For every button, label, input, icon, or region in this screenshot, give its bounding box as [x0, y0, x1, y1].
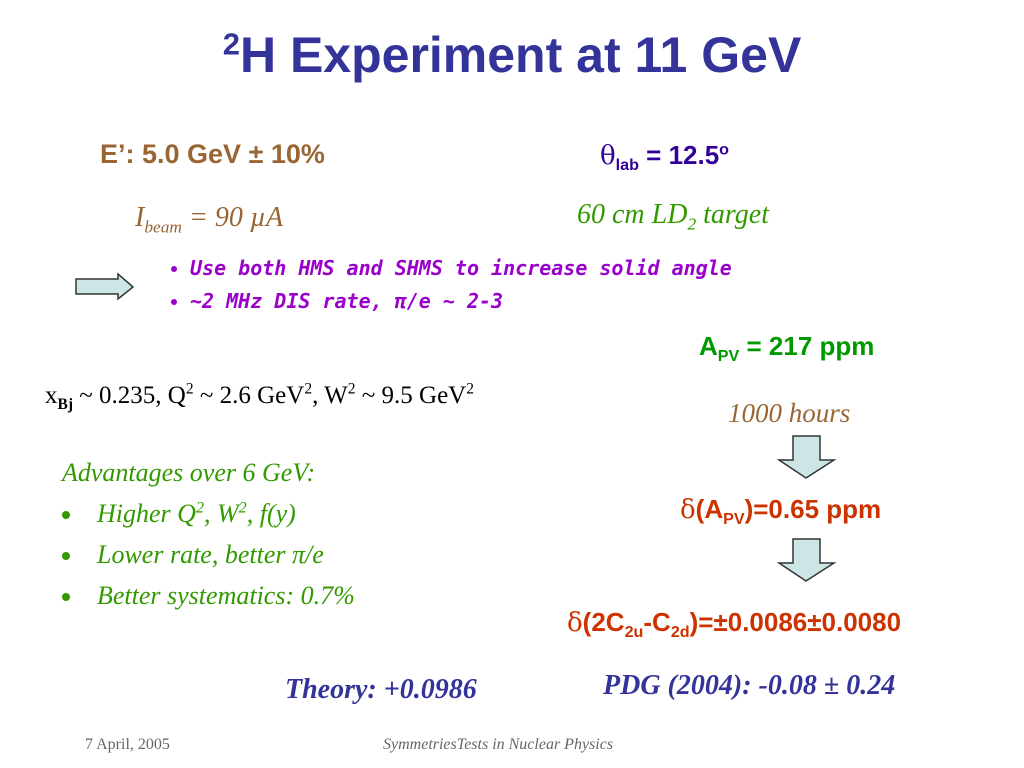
- down-arrow: [776, 435, 837, 479]
- symbol: δ: [567, 608, 583, 638]
- footer-event: SymmetriesTests in Nuclear Physics: [383, 736, 614, 753]
- symbol: δ: [680, 495, 696, 525]
- asymmetry-error: δ(APV)=0.65 ppm: [680, 494, 882, 527]
- sup: 2: [238, 499, 247, 517]
- sup: 2: [195, 499, 204, 517]
- sub: 2: [687, 214, 697, 234]
- sub: PV: [717, 347, 740, 366]
- text: )=0.65 ppm: [744, 494, 882, 524]
- text: , W: [204, 499, 239, 528]
- target: 60 cm LD2 target: [577, 199, 769, 233]
- text: -C: [643, 607, 671, 637]
- duration: 1000 hours: [728, 398, 851, 428]
- sub: 2u: [624, 623, 644, 642]
- bullet: ~2 MHz DIS rate, π/e ~ 2-3: [190, 289, 732, 313]
- text: , f(y): [246, 499, 296, 528]
- bullet-list: Use both HMS and SHMS to increase solid …: [190, 256, 732, 322]
- advantage: Better systematics: 0.7%: [62, 581, 355, 622]
- symbol: θ: [600, 141, 616, 171]
- angle: θlab = 12.5o: [600, 140, 730, 173]
- title-sup: 2: [222, 26, 240, 62]
- text: = 90 µA: [181, 202, 284, 233]
- text: (2C: [582, 607, 625, 637]
- advantages: Advantages over 6 GeV: Higher Q2, W2, f(…: [62, 458, 355, 622]
- text: target: [696, 199, 769, 230]
- text: = 217 ppm: [739, 331, 875, 361]
- sub: Bj: [57, 396, 74, 413]
- beam: Ibeam = 90 µA: [135, 202, 284, 236]
- sup: 2: [185, 380, 194, 398]
- down-arrow: [776, 538, 837, 582]
- bullet: Use both HMS and SHMS to increase solid …: [190, 256, 732, 280]
- text: x: [45, 382, 58, 409]
- title: 2H Experiment at 11 GeV: [0, 27, 1024, 83]
- sup: 2: [304, 380, 313, 398]
- text: Higher Q: [97, 499, 196, 528]
- symbol: I: [135, 202, 145, 233]
- text: ~ 2.6 GeV: [193, 382, 305, 409]
- text: A: [699, 331, 718, 361]
- sup: 2: [466, 380, 474, 398]
- footer-date: 7 April, 2005: [85, 736, 170, 753]
- right-arrow: [75, 272, 135, 301]
- heading: Advantages over 6 GeV:: [62, 458, 316, 487]
- asymmetry: APV = 217 ppm: [699, 331, 875, 364]
- sub: 2d: [670, 623, 690, 642]
- sup: o: [719, 140, 730, 159]
- advantage: Lower rate, better π/e: [62, 540, 355, 581]
- text: 60 cm LD: [577, 199, 688, 230]
- text: (A: [695, 494, 724, 524]
- text: , W: [312, 382, 348, 409]
- text: ~ 9.5 GeV: [355, 382, 467, 409]
- advantage-list: Higher Q2, W2, f(y) Lower rate, better π…: [62, 499, 355, 622]
- text: ~ 0.235, Q: [73, 382, 186, 409]
- title-text: H Experiment at 11 GeV: [239, 27, 802, 83]
- text: = 12.5: [638, 140, 720, 170]
- sup: 2: [347, 380, 356, 398]
- coupling: δ(2C2u-C2d)=±0.0086±0.0080: [567, 607, 902, 640]
- sub: lab: [615, 156, 639, 175]
- pdg: PDG (2004): -0.08 ± 0.24: [603, 670, 896, 701]
- text: )=±0.0086±0.0080: [689, 607, 902, 637]
- kinematics: xBj ~ 0.235, Q2 ~ 2.6 GeV2, W2 ~ 9.5 GeV…: [45, 380, 474, 412]
- sub: beam: [144, 217, 182, 237]
- advantage: Higher Q2, W2, f(y): [62, 499, 355, 540]
- theory: Theory: +0.0986: [285, 674, 477, 705]
- energy: E’: 5.0 GeV ± 10%: [100, 139, 325, 169]
- sub: PV: [723, 510, 745, 529]
